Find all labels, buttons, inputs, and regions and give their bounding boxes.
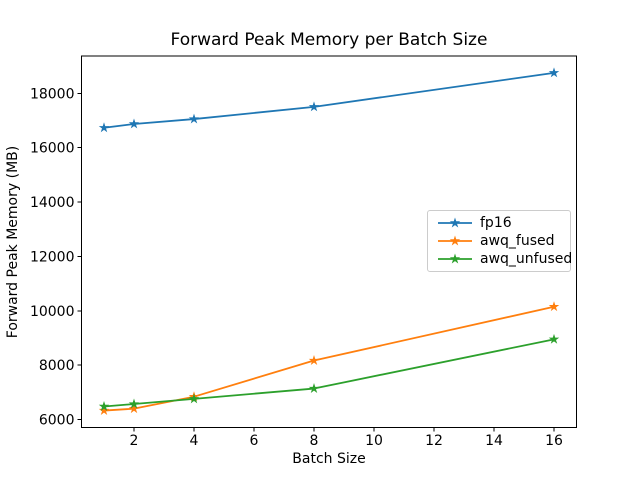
y-tick-label: 18000 — [30, 86, 75, 102]
x-tick-label: 12 — [425, 433, 443, 449]
x-tick-label: 14 — [485, 433, 503, 449]
x-tick-label: 8 — [310, 433, 319, 449]
x-tick-label: 16 — [545, 433, 563, 449]
legend-line-sample — [438, 217, 472, 228]
legend: fp16 awq_fused awq_unfused — [427, 210, 573, 272]
y-tick-label: 10000 — [30, 304, 75, 320]
plot-frame — [81, 55, 577, 429]
x-tick-label: 2 — [130, 433, 139, 449]
x-axis-label: Batch Size — [292, 451, 366, 467]
legend-entry-label: fp16 — [480, 215, 512, 231]
x-tick-label: 4 — [190, 433, 199, 449]
y-tick-label: 16000 — [30, 141, 75, 157]
legend-entry-awq_fused: awq_fused — [437, 232, 570, 250]
series-line-fp16 — [103, 71, 555, 129]
legend-entry-fp16: fp16 — [437, 214, 570, 232]
x-tick-label: 10 — [365, 433, 383, 449]
series-line-awq_unfused — [103, 338, 555, 408]
series-markers-awq_fused — [98, 301, 560, 416]
chart-title: Forward Peak Memory per Batch Size — [170, 30, 488, 50]
y-tick-label: 6000 — [39, 413, 75, 429]
legend-line-sample — [438, 253, 472, 264]
legend-line-sample — [438, 235, 472, 246]
series-markers-fp16 — [98, 67, 560, 133]
series-line-awq_fused — [103, 305, 555, 412]
legend-entry-label: awq_unfused — [480, 251, 573, 267]
series-markers-awq_unfused — [98, 333, 560, 411]
y-tick-label: 14000 — [30, 195, 75, 211]
y-tick-label: 8000 — [39, 358, 75, 374]
legend-entry-awq_unfused: awq_unfused — [437, 250, 573, 268]
y-tick-label: 12000 — [30, 249, 75, 265]
x-tick-label: 6 — [250, 433, 259, 449]
legend-entry-label: awq_fused — [480, 233, 555, 249]
